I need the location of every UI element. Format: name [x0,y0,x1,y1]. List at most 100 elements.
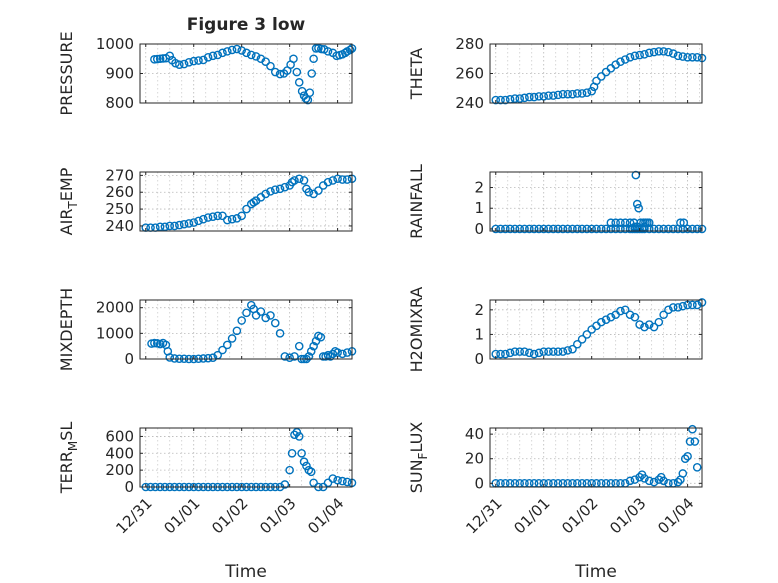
rainfall-point [582,224,592,234]
h2omixra-point [596,317,606,327]
sun-flux-xlabel: Time [574,562,617,582]
air-temp-point [342,175,352,184]
rainfall-point [659,224,668,234]
h2omixra-point [520,347,529,356]
h2omixra-point [496,349,505,359]
theta-point [625,52,635,62]
h2omixra-point [515,347,525,356]
rainfall-point [515,224,525,234]
air-temp-point [242,204,251,214]
air-temp-point [179,219,189,229]
terr-msl-axes-frame [139,427,353,488]
rainfall-point [611,218,620,228]
air-temp-ytick-label: 240 [105,217,134,235]
rainfall-point [606,224,616,234]
mixdepth-point [208,353,218,363]
terr-msl-point [342,477,352,487]
theta-point [544,91,553,100]
air-temp-point [323,177,333,187]
air-temp-point [194,216,203,226]
rainfall-point [611,224,620,234]
terr-msl-xtick-label: 01/04 [304,494,347,537]
sun-flux-point [692,463,702,472]
pressure-point [189,56,199,66]
mixdepth-point [285,353,294,363]
air-temp-ytick-label: 260 [105,183,134,201]
pressure-point [275,69,285,79]
h2omixra-point [572,339,582,349]
rainfall-point [568,224,577,234]
terr-msl-xtick-label: 01/01 [160,494,203,537]
h2omixra-point [635,320,644,329]
rainfall-point [534,224,544,234]
air-temp-point [184,219,194,228]
sun-flux-point [683,451,692,461]
h2omixra-point [510,347,520,356]
theta-point [640,50,649,59]
h2omixra-point [630,312,640,322]
h2omixra-point [625,310,635,320]
theta-point [529,92,539,102]
rainfall-point [529,224,539,234]
sun-flux-point [625,476,635,486]
air-temp-point [275,184,285,194]
sun-flux-xtick-label: 01/03 [606,494,649,537]
terr-msl-point [309,478,318,488]
mixdepth-ytick-label: 1000 [96,324,134,342]
rainfall-point [616,224,625,234]
theta-point [644,48,654,58]
h2omixra-point [529,349,539,359]
h2omixra-ytick-label: 1 [474,325,484,343]
air-temp-axes-border [139,171,353,232]
h2omixra-point [539,347,549,356]
mixdepth-point [275,329,285,338]
rainfall-point [668,224,678,234]
sun-flux-point [680,454,690,464]
theta-ytick-label: 240 [455,94,484,112]
theta-point [659,47,668,56]
mixdepth-point [170,354,179,363]
mixdepth-point [294,341,304,351]
mixdepth-point [270,318,280,328]
pressure-point [155,54,165,64]
mixdepth-point [306,347,316,356]
terr-msl-ytick-label: 400 [105,444,134,462]
theta-point [491,95,501,105]
pressure-point [199,55,208,65]
h2omixra-point [664,305,673,315]
sun-flux-point [690,437,700,446]
h2omixra-point [692,300,702,310]
terr-msl-ytick-label: 0 [124,478,134,496]
air-temp-point [338,175,347,184]
sun-flux-xtick-label: 01/01 [510,494,553,537]
theta-point [592,76,601,86]
theta-point [549,91,558,100]
theta-point [539,92,549,101]
terr-msl-point [302,461,311,471]
rainfall-point [679,218,689,228]
mixdepth-point [328,349,338,359]
air-temp-point [175,220,184,230]
rainfall-point [577,224,587,234]
terr-msl-ytick-label: 600 [105,427,134,445]
rainfall-point [630,222,640,232]
sun-flux-point [635,472,644,482]
pressure-point [294,78,304,87]
mixdepth-point [342,348,352,357]
air-temp-point [333,174,342,184]
mixdepth-point [232,326,242,336]
theta-point [525,92,534,102]
pressure-point [292,67,302,77]
air-temp-point [232,214,242,223]
rainfall-point [616,218,625,228]
theta-point [635,50,644,60]
rainfall-point [592,224,601,234]
air-temp-ytick-label: 250 [105,200,134,218]
rainfall-axes-frame [489,171,703,232]
theta-point [683,52,692,62]
rainfall-point [558,224,568,234]
pressure-point [251,52,261,61]
h2omixra-axes-border [489,299,703,360]
pressure-point [175,60,184,69]
